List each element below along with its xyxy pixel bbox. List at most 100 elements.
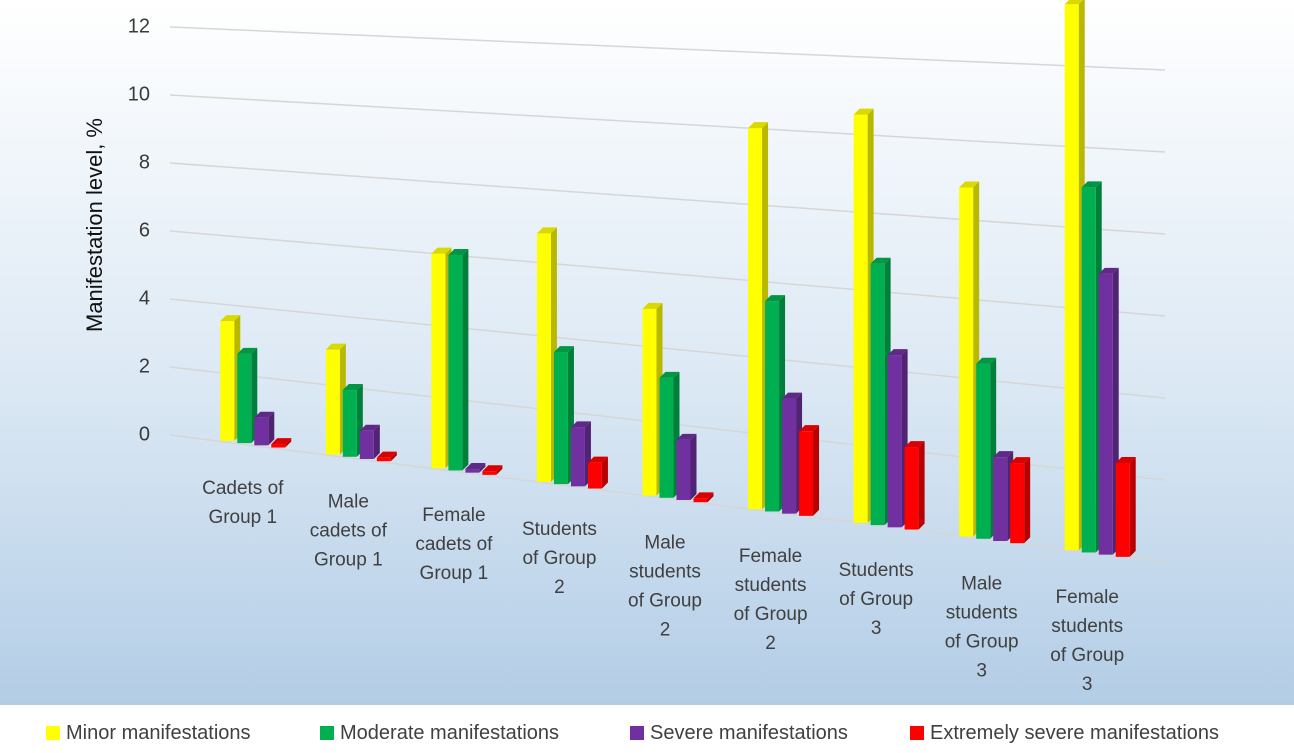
- bar-top: [887, 349, 908, 356]
- bar: [271, 438, 292, 448]
- category-label-line: of Group: [839, 589, 913, 610]
- bar-front: [887, 355, 902, 528]
- bar-front: [465, 469, 480, 473]
- bar-front: [1010, 463, 1025, 544]
- category-label-line: Group 1: [208, 507, 277, 528]
- category-label-line: 3: [871, 618, 882, 639]
- bar: [254, 411, 275, 446]
- category-label-line: students: [629, 562, 701, 583]
- bar-top: [482, 465, 503, 472]
- category-label-line: of Group: [628, 591, 702, 612]
- category-label-line: Male: [961, 574, 1002, 595]
- bar-top: [676, 433, 697, 440]
- legend-swatch: [910, 726, 924, 740]
- y-tick-label: 0: [139, 423, 150, 445]
- category-label: Male cadets of Group 1: [310, 492, 388, 571]
- bar: [1115, 456, 1136, 557]
- bar-front: [1115, 462, 1130, 557]
- bar-front: [870, 263, 885, 526]
- legend: Minor manifestations Moderate manifestati…: [0, 713, 1294, 753]
- legend-label: Moderate manifestations: [340, 721, 560, 744]
- bar-front: [553, 352, 568, 485]
- bar-side: [707, 492, 714, 503]
- category-label-line: Group 1: [314, 550, 383, 571]
- bar-front: [570, 427, 585, 487]
- bar: [799, 425, 820, 516]
- legend-swatch: [46, 726, 60, 740]
- bar-front: [765, 301, 780, 512]
- y-axis-ticks: 0 2 4 6 8 10 12: [128, 15, 150, 445]
- bar-top: [659, 371, 680, 378]
- legend-item: Minor manifestations: [46, 721, 251, 745]
- bar-side: [601, 456, 608, 489]
- bar-front: [254, 417, 269, 446]
- bar-front: [237, 353, 252, 444]
- bar-top: [782, 392, 803, 399]
- bar-top: [765, 295, 786, 302]
- gridline: [169, 162, 1166, 235]
- category-label-line: of Group: [734, 604, 808, 625]
- y-tick-label: 12: [128, 15, 150, 37]
- gridline: [169, 298, 1166, 399]
- category-label: Male students of Group 2: [628, 533, 702, 641]
- bar-side: [373, 424, 380, 459]
- category-label-line: Male: [644, 533, 685, 554]
- bar-side: [1024, 457, 1031, 544]
- bar-front: [536, 233, 551, 482]
- bar-top: [359, 424, 380, 431]
- bar-top: [271, 438, 292, 445]
- bar-top: [693, 492, 714, 499]
- bar-side: [1129, 456, 1136, 557]
- category-label: Students of Group 3: [839, 560, 914, 639]
- bar-top: [870, 257, 891, 264]
- bar-front: [904, 447, 919, 530]
- y-tick-label: 4: [139, 287, 150, 309]
- gridline: [169, 26, 1166, 71]
- bar-top: [220, 315, 241, 322]
- bar-top: [853, 108, 874, 115]
- bar-top: [904, 441, 925, 448]
- bar: [376, 451, 397, 462]
- y-tick-label: 6: [139, 219, 150, 241]
- category-label-line: of Group: [522, 548, 596, 569]
- category-label-line: cadets of: [415, 534, 493, 555]
- category-label: Male students of Group 3: [945, 574, 1019, 682]
- category-label-line: students: [735, 575, 807, 596]
- category-label-line: students: [1051, 616, 1123, 637]
- category-label-line: Male: [328, 492, 369, 513]
- bar: [482, 465, 503, 475]
- bar: [676, 433, 697, 500]
- category-label-line: 2: [660, 620, 671, 641]
- bar-top: [959, 181, 980, 188]
- bar-top: [1115, 456, 1136, 463]
- bar-front: [220, 321, 235, 441]
- category-label-line: of Group: [1050, 645, 1124, 666]
- bar-top: [536, 227, 557, 234]
- bar-front: [342, 390, 357, 457]
- bar-front: [959, 187, 974, 537]
- bars: [220, 0, 1136, 557]
- category-label-line: cadets of: [310, 521, 388, 542]
- bar-side: [268, 411, 275, 446]
- bar-top: [642, 302, 663, 309]
- bar: [693, 492, 714, 503]
- bar-side: [690, 433, 697, 500]
- category-label: Female students of Group 3: [1050, 587, 1124, 695]
- bar-top: [799, 425, 820, 432]
- bar-top: [431, 247, 452, 254]
- bar-side: [496, 465, 503, 475]
- bar-front: [482, 471, 497, 475]
- bar-top: [1010, 457, 1031, 464]
- bar-front: [799, 431, 814, 516]
- bar-top: [237, 347, 258, 354]
- legend-label: Severe manifestations: [650, 721, 848, 744]
- category-label: Cadets of Group 1: [202, 478, 284, 528]
- bar-front: [431, 253, 446, 469]
- bar-front: [1081, 187, 1096, 553]
- category-label-line: of Group: [945, 632, 1019, 653]
- bar-front: [782, 398, 797, 514]
- bar-front: [642, 308, 657, 496]
- bar: [587, 456, 608, 489]
- category-label-line: 2: [554, 577, 565, 598]
